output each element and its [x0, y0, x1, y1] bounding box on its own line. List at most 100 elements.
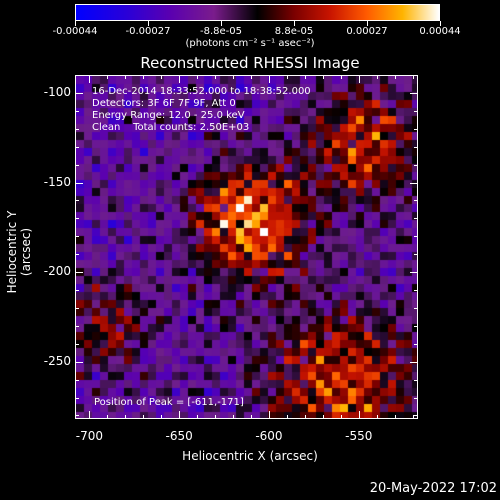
y-minor-tick — [414, 92, 418, 94]
y-tick — [75, 272, 83, 274]
y-minor-tick — [75, 325, 79, 327]
x-minor-tick — [376, 75, 378, 79]
y-minor-tick — [75, 200, 79, 202]
colorbar-tick-label: -0.00044 — [52, 26, 98, 37]
colorbar-tick — [439, 21, 441, 26]
y-minor-tick — [75, 290, 79, 291]
y-minor-tick — [414, 236, 418, 238]
x-minor-tick — [268, 75, 270, 79]
y-minor-tick — [414, 379, 418, 381]
y-minor-tick — [414, 415, 418, 417]
x-minor-tick — [161, 75, 163, 79]
x-minor-tick — [197, 415, 199, 419]
y-minor-tick — [75, 361, 79, 363]
y-minor-tick — [414, 361, 418, 363]
y-minor-tick — [414, 272, 418, 274]
colorbar-tick — [366, 21, 368, 26]
rhessi-image-map — [76, 76, 417, 418]
info-line-2: Detectors: 3F 6F 7F 9F, Att 0 — [92, 98, 236, 109]
colorbar-tick — [147, 21, 149, 26]
y-minor-tick — [75, 307, 79, 309]
x-tick — [179, 75, 181, 83]
y-tick-label: -100 — [43, 84, 71, 99]
y-minor-tick — [414, 146, 418, 148]
colorbar-tick-label: 0.00044 — [419, 26, 461, 37]
x-tick — [89, 75, 91, 83]
x-minor-tick — [197, 75, 199, 79]
x-minor-tick — [125, 415, 127, 419]
x-minor-tick — [250, 75, 252, 79]
x-minor-tick — [179, 75, 181, 79]
x-minor-tick — [143, 75, 145, 79]
x-minor-tick — [179, 415, 181, 419]
y-minor-tick — [414, 164, 418, 166]
y-minor-tick — [75, 75, 79, 76]
colorbar-tick — [74, 21, 76, 26]
y-minor-tick — [414, 325, 418, 327]
peak-position-label: Position of Peak = [-611,-171] — [94, 397, 244, 408]
x-minor-tick — [358, 415, 360, 419]
x-minor-tick — [304, 415, 306, 419]
x-tick-label: -650 — [165, 429, 193, 443]
x-minor-tick — [304, 75, 306, 79]
y-tick-label: -150 — [43, 174, 71, 189]
x-minor-tick — [376, 415, 378, 419]
y-minor-tick — [414, 110, 418, 112]
x-minor-tick — [250, 415, 252, 419]
x-minor-tick — [412, 415, 414, 419]
image-plot: 16-Dec-2014 18:33:52.000 to 18:38:52.000… — [75, 75, 418, 419]
x-axis-label: Heliocentric X (arcsec) — [182, 449, 318, 463]
x-tick — [268, 75, 270, 83]
x-minor-tick — [125, 75, 127, 79]
x-minor-tick — [143, 415, 145, 419]
x-minor-tick — [412, 75, 414, 79]
y-tick — [75, 361, 83, 363]
y-minor-tick — [414, 343, 418, 345]
y-axis-label: Heliocentric Y (arcsec) — [5, 210, 33, 294]
x-minor-tick — [268, 415, 270, 419]
colorbar-tick — [220, 21, 222, 26]
y-minor-tick — [414, 397, 418, 399]
info-line-4: Clean Total counts: 2.50E+03 — [92, 122, 250, 133]
colorbar-tick-label: -0.00027 — [125, 26, 171, 37]
y-tick — [75, 92, 83, 94]
y-minor-tick — [75, 343, 79, 345]
x-minor-tick — [322, 415, 324, 419]
y-minor-tick — [75, 164, 79, 166]
x-tick — [358, 75, 360, 83]
plot-title: Reconstructed RHESSI Image — [140, 54, 360, 72]
y-minor-tick — [75, 92, 79, 94]
colorbar-tick-label: 0.00027 — [346, 26, 388, 37]
colorbar-tick — [293, 21, 295, 26]
y-minor-tick — [75, 146, 79, 148]
y-minor-tick — [75, 236, 79, 238]
x-minor-tick — [358, 75, 360, 79]
x-tick-label: -700 — [75, 429, 103, 443]
footer-date: 20-May-2022 17:02 — [369, 481, 497, 496]
y-minor-tick — [414, 200, 418, 202]
y-tick-label: -250 — [43, 353, 71, 368]
x-minor-tick — [322, 75, 324, 79]
y-tick — [75, 182, 83, 184]
x-minor-tick — [161, 415, 163, 419]
y-minor-tick — [414, 75, 418, 76]
colorbar-tick-label: 8.8e-05 — [274, 26, 314, 37]
info-line-3: Energy Range: 12.0 - 25.0 keV — [92, 110, 245, 121]
y-minor-tick — [75, 128, 79, 130]
x-minor-tick — [89, 415, 91, 419]
y-minor-tick — [414, 128, 418, 130]
y-minor-tick — [75, 379, 79, 381]
x-minor-tick — [233, 75, 235, 79]
x-minor-tick — [107, 415, 109, 419]
x-minor-tick — [89, 75, 91, 79]
x-minor-tick — [286, 415, 288, 419]
y-minor-tick — [414, 218, 418, 220]
y-minor-tick — [414, 290, 418, 291]
y-minor-tick — [75, 254, 79, 256]
x-minor-tick — [394, 75, 396, 79]
x-minor-tick — [340, 75, 342, 79]
y-minor-tick — [75, 218, 79, 220]
x-minor-tick — [286, 75, 288, 79]
x-minor-tick — [107, 75, 109, 79]
y-minor-tick — [75, 110, 79, 112]
